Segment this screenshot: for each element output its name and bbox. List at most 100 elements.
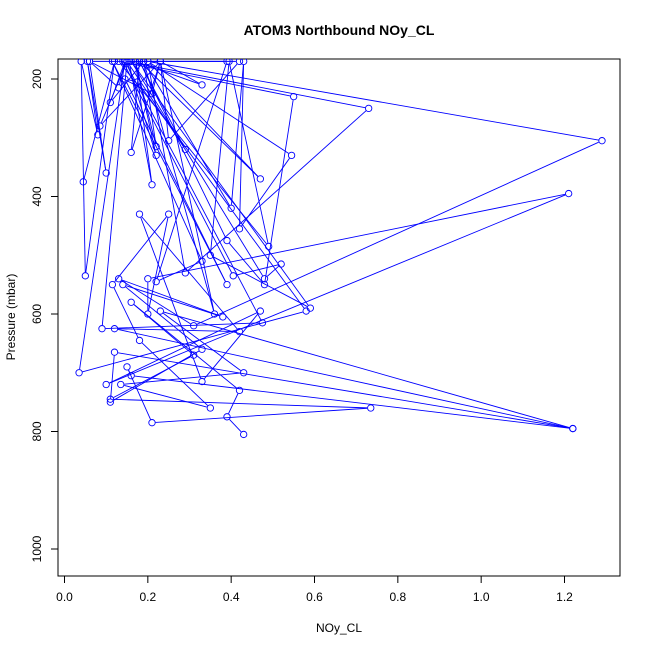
data-point <box>198 81 206 89</box>
data-point <box>260 275 269 283</box>
data-point <box>256 307 264 315</box>
data-point <box>75 369 83 377</box>
data-point <box>144 275 152 283</box>
data-point <box>102 380 110 389</box>
series-segment <box>229 419 242 433</box>
data-point <box>198 377 206 386</box>
data-point <box>210 310 219 318</box>
series-segment <box>128 79 135 82</box>
series-segment <box>236 264 278 276</box>
series-segment <box>239 64 245 226</box>
data-point <box>569 424 577 433</box>
series-segment <box>150 62 289 154</box>
plot-frame <box>57 58 621 577</box>
data-point <box>81 272 89 280</box>
data-point <box>229 272 237 280</box>
series-segment <box>228 393 239 414</box>
series-segment <box>139 84 305 309</box>
data-point <box>96 122 104 130</box>
data-point <box>123 363 131 371</box>
series-segment <box>80 64 86 273</box>
series-segment <box>266 266 279 277</box>
data-point <box>223 280 231 289</box>
series-segment <box>124 384 207 408</box>
data-point <box>152 142 160 151</box>
data-point <box>152 151 160 160</box>
data-point <box>235 59 244 66</box>
series-segment <box>148 217 169 311</box>
data-point <box>240 59 248 66</box>
series-segment <box>156 64 227 279</box>
series-segment <box>132 64 309 306</box>
series-segment <box>141 216 238 330</box>
y-axis-label: Pressure (mbar) <box>4 274 18 361</box>
data-point <box>290 92 298 101</box>
data-point <box>165 137 173 145</box>
series-segment <box>124 64 233 273</box>
data-point <box>106 395 114 403</box>
data-point <box>148 90 156 98</box>
data-point <box>110 59 119 66</box>
data-point <box>367 404 375 412</box>
series-segment <box>163 62 200 84</box>
data-point <box>119 59 127 66</box>
data-point <box>206 251 214 259</box>
data-point <box>302 307 310 315</box>
data-point <box>115 275 123 283</box>
series-segment <box>126 82 226 282</box>
series-segment <box>229 64 269 244</box>
series-segment <box>113 350 200 401</box>
data-point <box>127 298 135 306</box>
series-segment <box>162 312 242 371</box>
x-axis-label: NOy_CL <box>316 621 362 635</box>
series-segment <box>91 63 117 86</box>
series-point-group <box>75 59 606 439</box>
series-segment <box>113 287 139 338</box>
series-segment <box>159 262 199 281</box>
series-segment <box>210 64 230 252</box>
data-point <box>121 59 129 66</box>
series-segment <box>117 352 570 429</box>
y-tick-label: 1000 <box>30 535 44 562</box>
data-point <box>190 351 198 359</box>
series-segment <box>163 311 570 429</box>
data-point <box>256 175 264 183</box>
data-point <box>133 78 142 86</box>
data-point <box>260 280 269 289</box>
series-segment <box>125 286 200 348</box>
data-point <box>225 59 233 66</box>
data-point <box>598 137 606 145</box>
data-point <box>144 59 152 66</box>
data-point <box>235 225 244 233</box>
series-segment <box>143 64 157 144</box>
series-segment <box>155 407 368 423</box>
y-tick-label: 600 <box>30 304 44 324</box>
data-point <box>156 59 164 66</box>
series-segment <box>113 64 226 282</box>
data-point <box>190 322 198 330</box>
series-segment <box>241 158 290 227</box>
x-tick-label: 0.8 <box>389 590 406 604</box>
series-segment <box>140 217 202 379</box>
series-segment <box>196 141 599 325</box>
data-point <box>106 398 114 406</box>
data-point <box>85 59 94 66</box>
series-segment <box>145 64 230 206</box>
data-point <box>223 59 231 66</box>
data-point <box>235 386 244 395</box>
series-segment <box>148 64 186 270</box>
series-segment <box>141 63 259 177</box>
data-point <box>110 325 119 333</box>
data-point <box>123 59 131 66</box>
series-segment <box>213 256 308 307</box>
series-segment <box>113 64 201 259</box>
y-tick-label: 400 <box>30 186 44 206</box>
data-point <box>108 59 117 66</box>
data-point <box>135 336 144 345</box>
y-axis: 200 400 600 800 1000 <box>30 69 58 562</box>
series-segment <box>133 304 237 389</box>
data-point <box>144 310 152 318</box>
data-point <box>106 98 114 107</box>
x-tick-label: 0.0 <box>56 590 73 604</box>
chart-title: ATOM3 Northbound NOy_CL <box>244 22 435 38</box>
